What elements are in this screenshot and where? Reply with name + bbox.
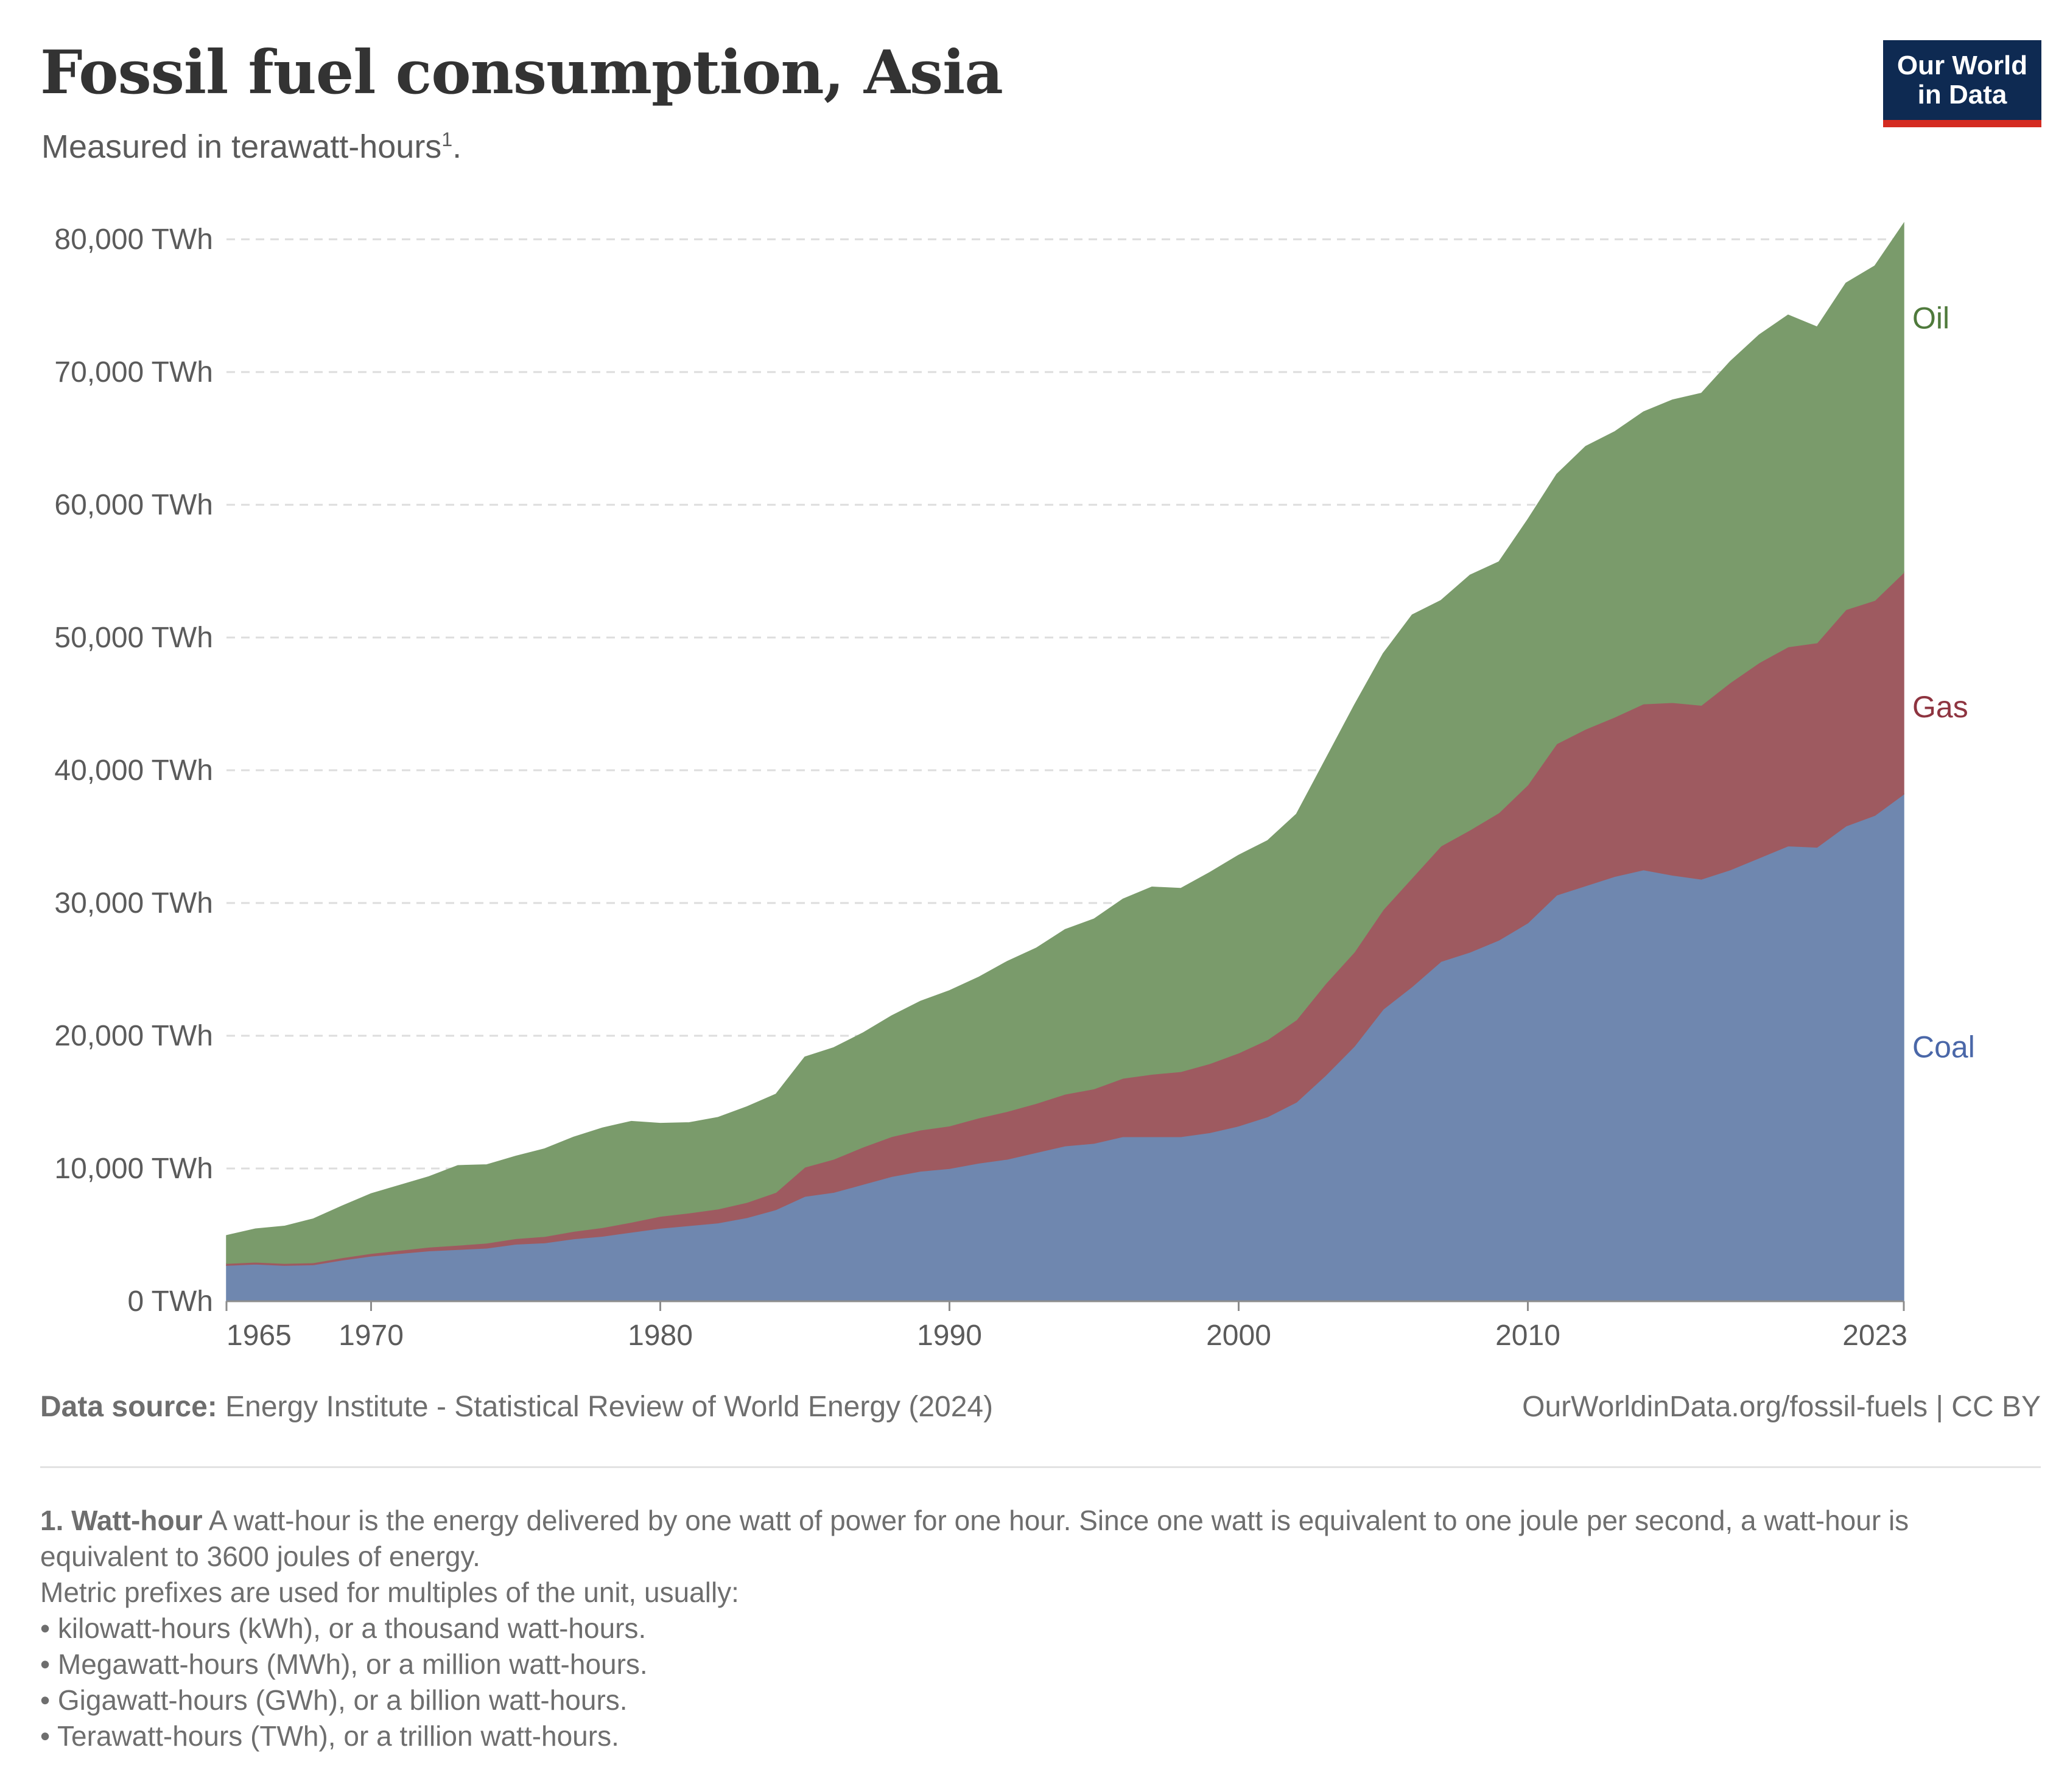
- area-oil[interactable]: [226, 222, 1904, 1264]
- y-tick-label: 20,000 TWh: [54, 1020, 213, 1052]
- x-tick-label: 1970: [339, 1319, 404, 1352]
- series-areas: [226, 222, 1904, 1302]
- x-tick-label: 2023: [1842, 1319, 1907, 1352]
- owid-logo[interactable]: Our World in Data: [1883, 40, 2041, 127]
- chart-title: Fossil fuel consumption, Asia: [40, 38, 1003, 108]
- series-labels: Coal Gas Oil: [1912, 301, 1975, 1064]
- footer: Data source: Energy Institute - Statisti…: [40, 1390, 2041, 1424]
- footnote-item-mwh: • Megawatt-hours (MWh), or a million wat…: [40, 1648, 648, 1680]
- y-tick-label: 10,000 TWh: [54, 1153, 213, 1185]
- footnote-prefix-intro: Metric prefixes are used for multiples o…: [40, 1576, 739, 1608]
- source-url[interactable]: OurWorldinData.org/fossil-fuels | CC BY: [1522, 1391, 2041, 1423]
- footnote-item-gwh: • Gigawatt-hours (GWh), or a billion wat…: [40, 1684, 628, 1716]
- data-source-text[interactable]: Energy Institute - Statistical Review of…: [225, 1391, 994, 1423]
- footer-divider: [40, 1466, 2041, 1468]
- subtitle-text: Measured in terawatt-hours: [41, 128, 442, 165]
- x-tick-label: 2010: [1495, 1319, 1560, 1352]
- x-tick-label: 1965: [226, 1319, 292, 1352]
- logo-line-2: in Data: [1917, 79, 2007, 110]
- y-tick-label: 0 TWh: [128, 1285, 213, 1318]
- data-source-label: Data source:: [40, 1391, 217, 1423]
- x-axis: 1965 1970 1980 1990 2000 2010 2023: [225, 1300, 1907, 1352]
- y-tick-label: 30,000 TWh: [54, 887, 213, 919]
- y-tick-label: 60,000 TWh: [54, 489, 213, 521]
- footnote-definition-text: A watt-hour is the energy delivered by o…: [40, 1505, 1909, 1572]
- x-tick-label: 1990: [917, 1319, 982, 1352]
- y-tick-label: 40,000 TWh: [54, 754, 213, 787]
- y-tick-label: 50,000 TWh: [54, 622, 213, 654]
- footnote-marker[interactable]: 1: [441, 128, 453, 150]
- footnote-definition: 1. Watt-hour A watt-hour is the energy d…: [40, 1503, 2019, 1575]
- series-label-coal[interactable]: Coal: [1912, 1030, 1975, 1064]
- series-label-gas[interactable]: Gas: [1912, 690, 1968, 724]
- subtitle-period: .: [452, 128, 462, 165]
- y-axis-ticks: 0 TWh 10,000 TWh 20,000 TWh 30,000 TWh 40,00…: [54, 223, 213, 1318]
- chart-subtitle: Measured in terawatt-hours1.: [41, 128, 461, 166]
- y-tick-label: 80,000 TWh: [54, 223, 213, 256]
- y-tick-label: 70,000 TWh: [54, 356, 213, 388]
- data-source: Data source: Energy Institute - Statisti…: [40, 1390, 993, 1424]
- x-tick-label: 2000: [1206, 1319, 1271, 1352]
- footnote-item-kwh: • kilowatt-hours (kWh), or a thousand wa…: [40, 1612, 647, 1644]
- footnote-item-twh: • Terawatt-hours (TWh), or a trillion wa…: [40, 1720, 619, 1752]
- footnotes: 1. Watt-hour A watt-hour is the energy d…: [40, 1503, 2019, 1754]
- series-label-oil[interactable]: Oil: [1912, 301, 1949, 336]
- stacked-area-chart[interactable]: 0 TWh 10,000 TWh 20,000 TWh 30,000 TWh 40,00…: [0, 0, 2070, 1370]
- x-tick-label: 1980: [628, 1319, 693, 1352]
- footnote-term: 1. Watt-hour: [40, 1505, 203, 1536]
- logo-line-1: Our World: [1896, 50, 2028, 80]
